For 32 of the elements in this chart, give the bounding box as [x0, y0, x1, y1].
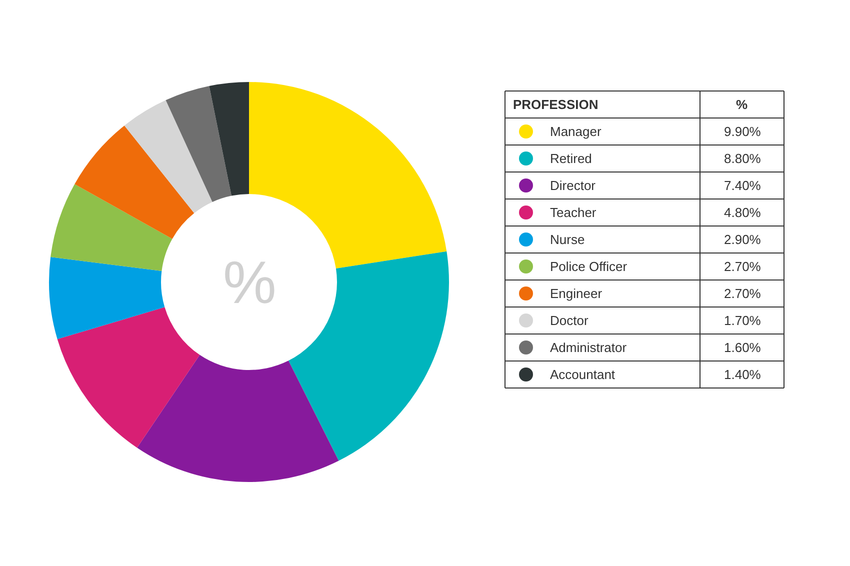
donut-slice — [57, 307, 200, 448]
legend-label: Doctor — [550, 313, 589, 328]
data-label: 9.90% — [724, 124, 762, 139]
data-label: 7.40% — [724, 178, 762, 193]
data-label: 2.70% — [724, 259, 762, 274]
legend-label: Retired — [550, 151, 592, 166]
donut-slice — [166, 86, 232, 202]
data-label: 2.70% — [724, 286, 762, 301]
donut-slice — [288, 251, 449, 461]
legend-title: PROFESSION — [513, 97, 598, 112]
legend-label: Police Officer — [550, 259, 628, 274]
donut-slice — [74, 126, 194, 239]
legend-label: Director — [550, 178, 596, 193]
legend-label: Engineer — [550, 286, 603, 301]
donut-slice — [209, 82, 249, 196]
donut-slice — [124, 100, 212, 214]
legend-label: Manager — [550, 124, 602, 139]
donut-slice — [50, 184, 172, 272]
data-label: 1.40% — [724, 367, 762, 382]
text: % — [223, 249, 276, 316]
text: % — [736, 97, 748, 112]
donut-slice — [137, 354, 339, 482]
donut-slice — [49, 257, 165, 340]
data-label: 4.80% — [724, 205, 762, 220]
data-label: 1.70% — [724, 313, 762, 328]
data-label: 2.90% — [724, 232, 762, 247]
legend-label: Teacher — [550, 205, 597, 220]
data-label: 1.60% — [724, 340, 762, 355]
data-label: 8.80% — [724, 151, 762, 166]
legend-label: Nurse — [550, 232, 585, 247]
legend-label: Accountant — [550, 367, 616, 382]
legend-label: Administrator — [550, 340, 628, 355]
